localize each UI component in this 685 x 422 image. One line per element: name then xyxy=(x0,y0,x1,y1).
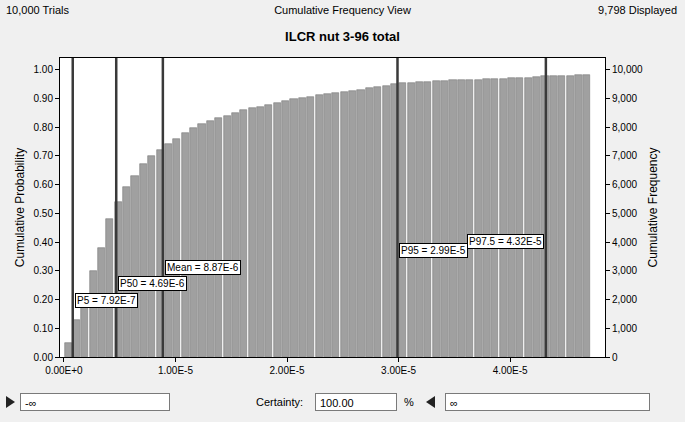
svg-text:8,000: 8,000 xyxy=(612,122,637,133)
html-text:Certainty:: Certainty: xyxy=(256,396,304,408)
svg-text:0: 0 xyxy=(612,352,618,363)
svg-text:0.50: 0.50 xyxy=(34,208,54,219)
svg-text:4.00E-5: 4.00E-5 xyxy=(493,365,528,376)
svg-text:3.00E-5: 3.00E-5 xyxy=(381,365,416,376)
svg-text:P95 = 2.99E-5: P95 = 2.99E-5 xyxy=(401,245,466,256)
svg-text:0.90: 0.90 xyxy=(34,93,54,104)
svg-text:0.20: 0.20 xyxy=(34,294,54,305)
svg-text:10,000: 10,000 xyxy=(612,64,643,75)
svg-text:P5 = 7.92E-7: P5 = 7.92E-7 xyxy=(77,295,136,306)
svg-text:0.10: 0.10 xyxy=(34,323,54,334)
svg-text:2,000: 2,000 xyxy=(612,294,637,305)
svg-text:7,000: 7,000 xyxy=(612,150,637,161)
svg-text:0.00E+0: 0.00E+0 xyxy=(45,365,83,376)
svg-text:1.00: 1.00 xyxy=(34,64,54,75)
svg-text:0.30: 0.30 xyxy=(34,265,54,276)
svg-text:0.80: 0.80 xyxy=(34,122,54,133)
html-text:100.00: 100.00 xyxy=(320,397,354,409)
html-text:10,000 Trials: 10,000 Trials xyxy=(6,4,69,16)
svg-text:1.00E-5: 1.00E-5 xyxy=(158,365,193,376)
svg-text:4,000: 4,000 xyxy=(612,237,637,248)
svg-text:Cumulative Frequency: Cumulative Frequency xyxy=(646,147,660,267)
svg-text:Mean = 8.87E-6: Mean = 8.87E-6 xyxy=(167,262,239,273)
html-text:Cumulative Frequency View: Cumulative Frequency View xyxy=(274,4,411,16)
svg-text:Cumulative Probability: Cumulative Probability xyxy=(13,148,27,267)
svg-text:0.00: 0.00 xyxy=(34,352,54,363)
svg-text:9,000: 9,000 xyxy=(612,93,637,104)
svg-text:1,000: 1,000 xyxy=(612,323,637,334)
svg-text:P50 = 4.69E-6: P50 = 4.69E-6 xyxy=(120,278,185,289)
svg-text:P97.5 = 4.32E-5: P97.5 = 4.32E-5 xyxy=(469,236,542,247)
svg-text:0.70: 0.70 xyxy=(34,150,54,161)
html-text:9,798 Displayed: 9,798 Displayed xyxy=(598,4,677,16)
svg-text:0.60: 0.60 xyxy=(34,179,54,190)
svg-text:3,000: 3,000 xyxy=(612,265,637,276)
svg-text:ILCR nut 3-96 total: ILCR nut 3-96 total xyxy=(285,29,400,44)
svg-text:0.40: 0.40 xyxy=(34,237,54,248)
svg-text:2.00E-5: 2.00E-5 xyxy=(270,365,305,376)
svg-text:6,000: 6,000 xyxy=(612,179,637,190)
svg-text:5,000: 5,000 xyxy=(612,208,637,219)
